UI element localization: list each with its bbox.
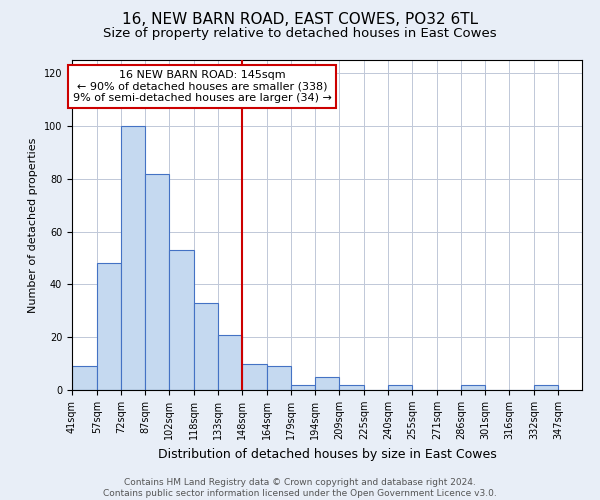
Text: Contains HM Land Registry data © Crown copyright and database right 2024.
Contai: Contains HM Land Registry data © Crown c… bbox=[103, 478, 497, 498]
Text: Size of property relative to detached houses in East Cowes: Size of property relative to detached ho… bbox=[103, 28, 497, 40]
Bar bbox=[535, 384, 558, 390]
Bar bbox=[145, 174, 169, 390]
Bar bbox=[315, 377, 339, 390]
Bar bbox=[97, 264, 121, 390]
Bar bbox=[121, 126, 145, 390]
Bar bbox=[461, 384, 485, 390]
Text: 16, NEW BARN ROAD, EAST COWES, PO32 6TL: 16, NEW BARN ROAD, EAST COWES, PO32 6TL bbox=[122, 12, 478, 28]
Bar bbox=[72, 366, 97, 390]
Bar bbox=[194, 303, 218, 390]
Bar bbox=[268, 366, 291, 390]
Bar bbox=[218, 334, 242, 390]
Text: 16 NEW BARN ROAD: 145sqm
← 90% of detached houses are smaller (338)
9% of semi-d: 16 NEW BARN ROAD: 145sqm ← 90% of detach… bbox=[73, 70, 331, 103]
Y-axis label: Number of detached properties: Number of detached properties bbox=[28, 138, 38, 312]
Bar bbox=[339, 384, 364, 390]
Bar bbox=[169, 250, 194, 390]
X-axis label: Distribution of detached houses by size in East Cowes: Distribution of detached houses by size … bbox=[158, 448, 496, 460]
Bar bbox=[242, 364, 268, 390]
Bar bbox=[388, 384, 412, 390]
Bar bbox=[291, 384, 315, 390]
